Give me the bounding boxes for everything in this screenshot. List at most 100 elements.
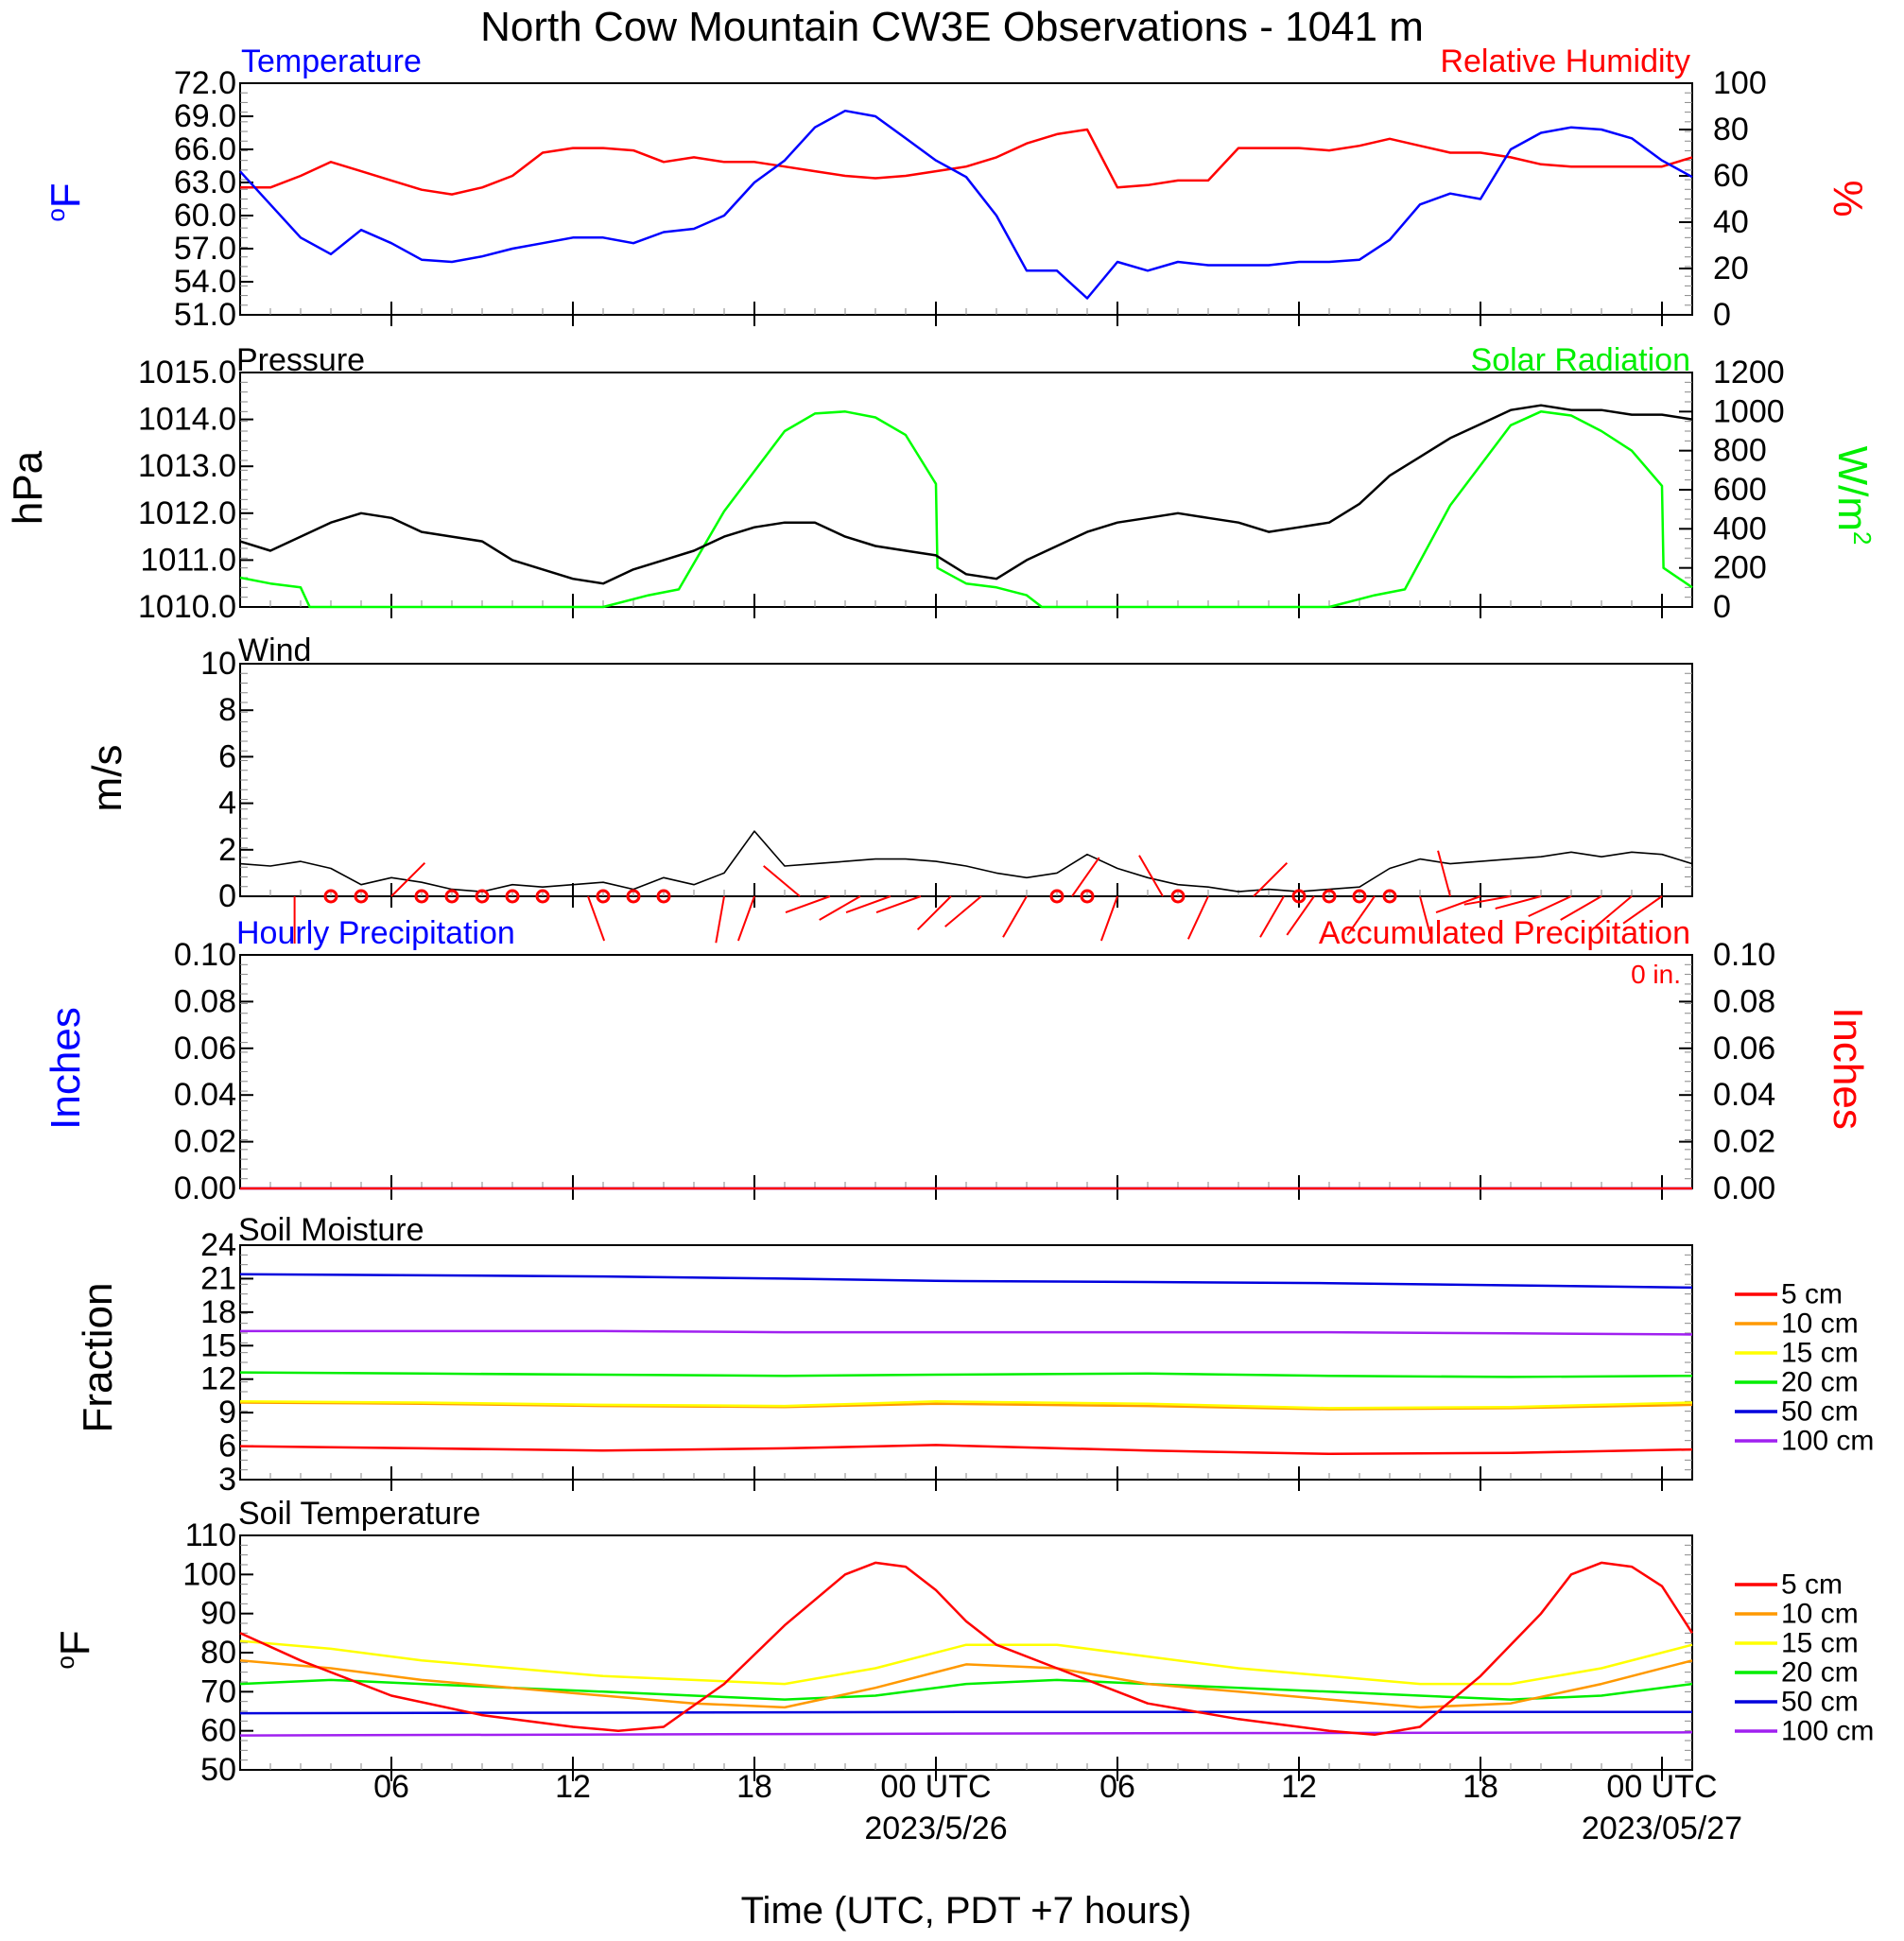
wind-barb [1186, 895, 1209, 940]
wind-barb [763, 865, 801, 897]
wind-barb [1071, 857, 1100, 897]
temperature-title: Temperature [241, 43, 422, 79]
svg-text:oF: oF [51, 1630, 98, 1669]
wind-unit-label: m/s [84, 745, 130, 812]
precip-right-tick-label: 0.06 [1713, 1031, 1775, 1066]
sm-left-tick-label: 18 [200, 1294, 236, 1330]
time-tick-label: 12 [555, 1769, 591, 1805]
wind-calm-marker [414, 889, 429, 904]
wind-axes: 0 2 4 6 8 10 [200, 646, 1693, 914]
wind-left-tick-label: 6 [218, 738, 236, 774]
legend-label: 10 cm [1781, 1599, 1859, 1630]
svg-text:oF: oF [42, 182, 89, 221]
wind-calm-marker [1382, 889, 1397, 904]
legend-label: 100 cm [1781, 1716, 1874, 1747]
panel-precipitation: Hourly Precipitation Accumulated Precipi… [43, 915, 1871, 1206]
temp-left-tick-label: 57.0 [174, 231, 236, 267]
wind-barb [1560, 895, 1602, 921]
wind-barb [1099, 895, 1118, 942]
st-left-tick-label: 70 [200, 1673, 236, 1709]
wind-barb [715, 895, 725, 944]
legend-label: 5 cm [1781, 1279, 1843, 1310]
soil-temperature-lines [239, 1561, 1694, 1737]
soil-moisture-title: Soil Moisture [238, 1212, 424, 1248]
time-tick-label: 18 [736, 1769, 772, 1805]
temp-left-tick-label: 72.0 [174, 65, 236, 101]
wind-barb [1622, 895, 1663, 925]
press-right-tick-label: 800 [1713, 433, 1767, 469]
legend-label: 15 cm [1781, 1338, 1859, 1369]
temperature-unit-label: oF [42, 182, 89, 221]
date-label: 2023/05/27 [1582, 1811, 1742, 1846]
temperature-unit-text: F [43, 182, 89, 208]
soil-moisture-line [240, 1329, 1693, 1336]
humidity-line [240, 128, 1693, 196]
wind-left-tick-label: 0 [218, 878, 236, 914]
wind-barb [944, 895, 982, 927]
temp-left-tick-label: 66.0 [174, 131, 236, 167]
precip-right-tick-label: 0.02 [1713, 1124, 1775, 1160]
accum-precip-title: Accumulated Precipitation [1319, 915, 1690, 951]
soil-temperature-line [239, 1561, 1694, 1737]
precip-frame [239, 954, 1693, 1189]
precipitation-axes: 0.00 0.02 0.04 0.06 0.08 0.10 0.00 0.02 0.04 0.06… [174, 937, 1775, 1206]
legend-label: 100 cm [1781, 1426, 1874, 1457]
pressure-unit-label: hPa [5, 450, 51, 525]
wind-barb [1419, 895, 1433, 943]
time-tick-label: 18 [1463, 1769, 1498, 1805]
wind-barb [845, 895, 891, 914]
wind-calm-marker [444, 889, 459, 904]
soil-temp-unit-sup: o [51, 1655, 79, 1669]
soil-temperature-line [239, 1659, 1693, 1709]
wind-calm-marker [475, 889, 490, 904]
pressure-solar-lines [239, 404, 1693, 609]
wind-barb [736, 895, 755, 942]
humidity-title: Relative Humidity [1440, 43, 1690, 79]
press-right-tick-label: 0 [1713, 589, 1731, 625]
wind-barb [587, 895, 606, 942]
temp-left-tick-label: 54.0 [174, 264, 236, 300]
hourly-precip-unit-label: Inches [43, 1007, 89, 1130]
sm-left-tick-label: 6 [218, 1429, 236, 1464]
solar-unit-text: W/m [1829, 446, 1876, 531]
sm-left-tick-label: 24 [200, 1227, 236, 1263]
figure-title: North Cow Mountain CW3E Observations - 1… [480, 4, 1424, 50]
legend-label: 50 cm [1781, 1396, 1859, 1428]
temp-left-tick-label: 51.0 [174, 297, 236, 333]
wind-barb [1259, 895, 1285, 938]
temperature-humidity-lines [239, 109, 1693, 300]
wind-calm-marker [596, 889, 611, 904]
press-right-tick-label: 1000 [1713, 393, 1785, 429]
precip-right-tick-label: 0.10 [1713, 937, 1775, 973]
temperature-line [239, 109, 1693, 300]
time-tick-label: 06 [373, 1769, 409, 1805]
st-left-tick-label: 50 [200, 1752, 236, 1788]
temp-right-tick-label: 0 [1713, 297, 1731, 333]
wind-lines [239, 830, 1693, 944]
precip-left-tick-label: 0.10 [174, 937, 236, 973]
press-right-tick-label: 400 [1713, 511, 1767, 546]
soil-temperature-line [239, 1731, 1693, 1737]
wind-speed-line [239, 830, 1693, 893]
wind-barb [1138, 855, 1164, 897]
wind-barb [819, 895, 861, 921]
wind-calm-marker [1322, 889, 1337, 904]
time-tick-label: 12 [1281, 1769, 1317, 1805]
press-left-tick-label: 1011.0 [141, 542, 236, 578]
svg-text:W/m2: W/m2 [1829, 446, 1877, 546]
legend-label: 50 cm [1781, 1687, 1859, 1718]
wind-barb [1495, 895, 1542, 910]
time-tick-label: 00 UTC [880, 1769, 991, 1805]
wind-calm-marker [1352, 889, 1367, 904]
soil-moisture-line [239, 1444, 1693, 1456]
sm-left-tick-label: 15 [200, 1327, 236, 1363]
press-left-tick-label: 1014.0 [138, 402, 236, 438]
legend-label: 10 cm [1781, 1308, 1859, 1340]
sm-left-tick-label: 21 [200, 1260, 236, 1296]
temp-left-tick-label: 63.0 [174, 165, 236, 200]
panel-temperature-humidity: Temperature Relative Humidity oF % 51.05… [42, 43, 1871, 333]
